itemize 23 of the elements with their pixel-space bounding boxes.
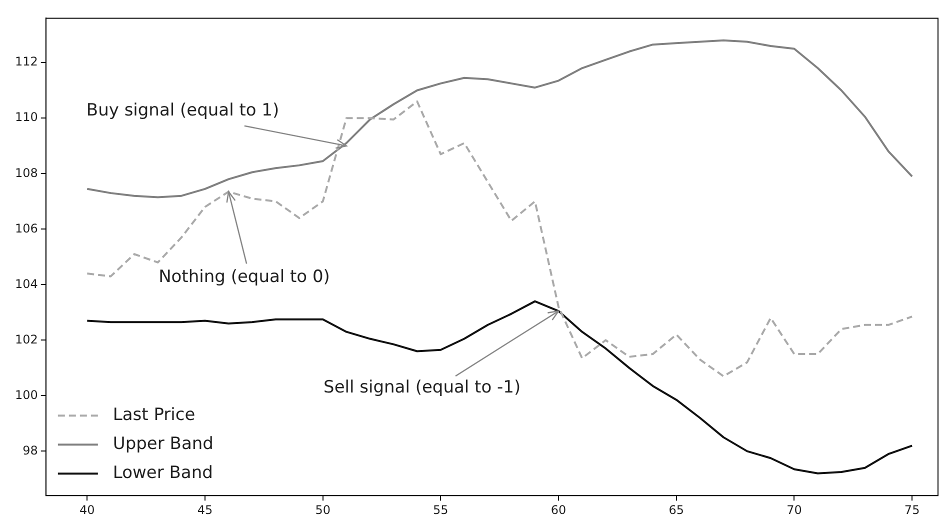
x-tick-label: 75: [904, 502, 920, 517]
annotation: Sell signal (equal to -1): [324, 377, 521, 398]
y-tick-label: 110: [15, 110, 38, 124]
legend-label: Lower Band: [112, 463, 213, 484]
x-tick-label: 70: [786, 502, 802, 517]
y-tick-label: 98: [22, 443, 38, 458]
y-tick-label: 100: [15, 388, 38, 402]
y-tick-label: 102: [15, 332, 38, 346]
legend-label: Upper Band: [112, 434, 214, 454]
line-series: [86, 100, 914, 378]
annotation: Nothing (equal to 0): [158, 267, 330, 288]
y-tick-label: 108: [15, 166, 38, 180]
x-tick-label: 50: [315, 502, 330, 517]
x-tick-label: 65: [668, 502, 684, 517]
x-tick-label: 40: [80, 502, 95, 517]
x-tick-label: 55: [433, 502, 448, 517]
y-tick-label: 104: [15, 276, 38, 291]
legend-label: Last Price: [112, 405, 196, 426]
y-tick-label: 112: [15, 54, 38, 69]
x-tick-label: 60: [550, 502, 566, 517]
annotation: Buy signal (equal to 1): [86, 100, 280, 120]
x-tick-label: 45: [197, 502, 213, 517]
y-tick-label: 106: [15, 221, 38, 236]
